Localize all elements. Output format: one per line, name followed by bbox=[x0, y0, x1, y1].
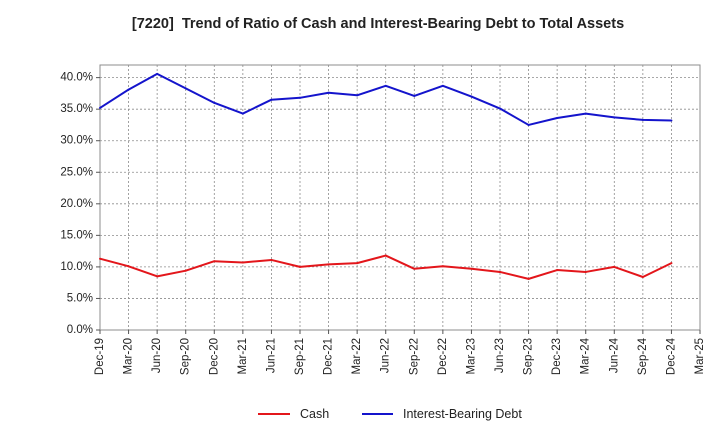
cash-point bbox=[99, 257, 101, 260]
cash-point bbox=[670, 262, 673, 265]
interest-bearing-debt-point bbox=[213, 101, 216, 104]
chart-title: [7220] Trend of Ratio of Cash and Intere… bbox=[132, 16, 624, 32]
plot-area-frame bbox=[99, 64, 701, 331]
cash-point bbox=[299, 265, 301, 268]
cash-point bbox=[413, 267, 416, 270]
cash-point bbox=[499, 270, 501, 273]
x-tick-label: Dec-19 bbox=[94, 338, 106, 375]
legend-cash-label: Cash bbox=[300, 407, 329, 421]
interest-bearing-debt-point bbox=[470, 95, 473, 98]
interest-bearing-debt-point bbox=[499, 107, 501, 110]
y-tick-label: 5.0% bbox=[67, 292, 93, 304]
cash-point bbox=[641, 276, 644, 278]
interest-bearing-debt-point bbox=[127, 88, 130, 91]
x-tick-label: Jun-20 bbox=[151, 338, 163, 373]
cash-point bbox=[613, 265, 616, 268]
interest-bearing-debt-point bbox=[613, 116, 616, 119]
interest-bearing-debt-point bbox=[670, 119, 673, 122]
cash-point bbox=[470, 267, 473, 270]
interest-bearing-debt-point bbox=[241, 112, 244, 115]
interest-bearing-debt-point bbox=[299, 96, 301, 99]
x-tick-label: Mar-23 bbox=[465, 338, 477, 374]
y-tick-label: 20.0% bbox=[60, 198, 93, 210]
cash-point bbox=[184, 269, 187, 272]
axes: Dec-19 Mar-20 Jun-20 Sep-20 Dec-20 Mar-21 Jun-… bbox=[60, 72, 706, 375]
x-tick-label: Dec-24 bbox=[665, 337, 677, 375]
y-tick-label: 15.0% bbox=[60, 229, 93, 241]
interest-bearing-debt-point bbox=[184, 87, 187, 90]
cash-point bbox=[584, 270, 587, 273]
y-tick-label: 25.0% bbox=[60, 166, 93, 178]
x-tick-label: Dec-20 bbox=[208, 338, 220, 375]
y-tick-label: 35.0% bbox=[60, 103, 93, 115]
x-tick-label: Sep-24 bbox=[637, 337, 649, 375]
x-tick-label: Mar-25 bbox=[694, 338, 706, 374]
cash-point bbox=[527, 277, 530, 280]
cash-point bbox=[356, 262, 359, 265]
cash-point bbox=[327, 263, 330, 266]
interest-bearing-debt-point bbox=[527, 123, 530, 126]
x-tick-label: Dec-22 bbox=[437, 338, 449, 375]
legend-interest-bearing-debt-label: Interest-Bearing Debt bbox=[403, 407, 522, 421]
cash-point bbox=[156, 275, 159, 278]
interest-bearing-debt-point bbox=[156, 72, 159, 75]
legend: Cash Interest-Bearing Debt bbox=[258, 407, 522, 421]
x-tick-label: Jun-24 bbox=[608, 337, 620, 373]
x-tick-label: Mar-20 bbox=[123, 338, 135, 374]
interest-bearing-debt-point bbox=[556, 117, 559, 119]
cash-point bbox=[556, 269, 559, 272]
interest-bearing-debt-point bbox=[584, 112, 587, 115]
y-tick-label: 40.0% bbox=[60, 72, 93, 84]
x-tick-label: Jun-22 bbox=[380, 338, 392, 373]
y-tick-label: 0.0% bbox=[67, 324, 93, 336]
interest-bearing-debt-point bbox=[413, 94, 416, 97]
series-group bbox=[99, 72, 673, 280]
x-tick-label: Jun-21 bbox=[265, 338, 277, 373]
x-tick-label: Sep-21 bbox=[294, 338, 306, 375]
interest-bearing-debt-point bbox=[641, 118, 644, 121]
x-tick-label: Sep-23 bbox=[523, 338, 535, 375]
interest-bearing-debt-point bbox=[441, 84, 444, 87]
x-tick-label: Mar-24 bbox=[580, 337, 592, 374]
interest-bearing-debt-point bbox=[99, 106, 101, 109]
interest-bearing-debt-point bbox=[327, 91, 330, 94]
cash-point bbox=[213, 260, 216, 263]
grid bbox=[99, 65, 701, 331]
cash-point bbox=[127, 265, 130, 268]
y-tick-label: 10.0% bbox=[60, 261, 93, 273]
y-tick-label: 30.0% bbox=[60, 135, 93, 147]
x-tick-label: Mar-21 bbox=[237, 338, 249, 374]
interest-bearing-debt-point bbox=[384, 84, 387, 87]
cash-point bbox=[270, 258, 273, 261]
x-tick-label: Jun-23 bbox=[494, 338, 506, 373]
x-tick-label: Mar-22 bbox=[351, 338, 363, 374]
x-tick-label: Sep-20 bbox=[180, 338, 192, 375]
cash-point bbox=[441, 265, 444, 268]
interest-bearing-debt-point bbox=[356, 94, 359, 97]
x-tick-label: Dec-21 bbox=[323, 338, 335, 375]
cash-point bbox=[241, 261, 244, 264]
x-tick-label: Dec-23 bbox=[551, 338, 563, 375]
interest-bearing-debt-point bbox=[270, 98, 273, 101]
cash-point bbox=[384, 254, 387, 257]
x-tick-label: Sep-22 bbox=[408, 338, 420, 375]
